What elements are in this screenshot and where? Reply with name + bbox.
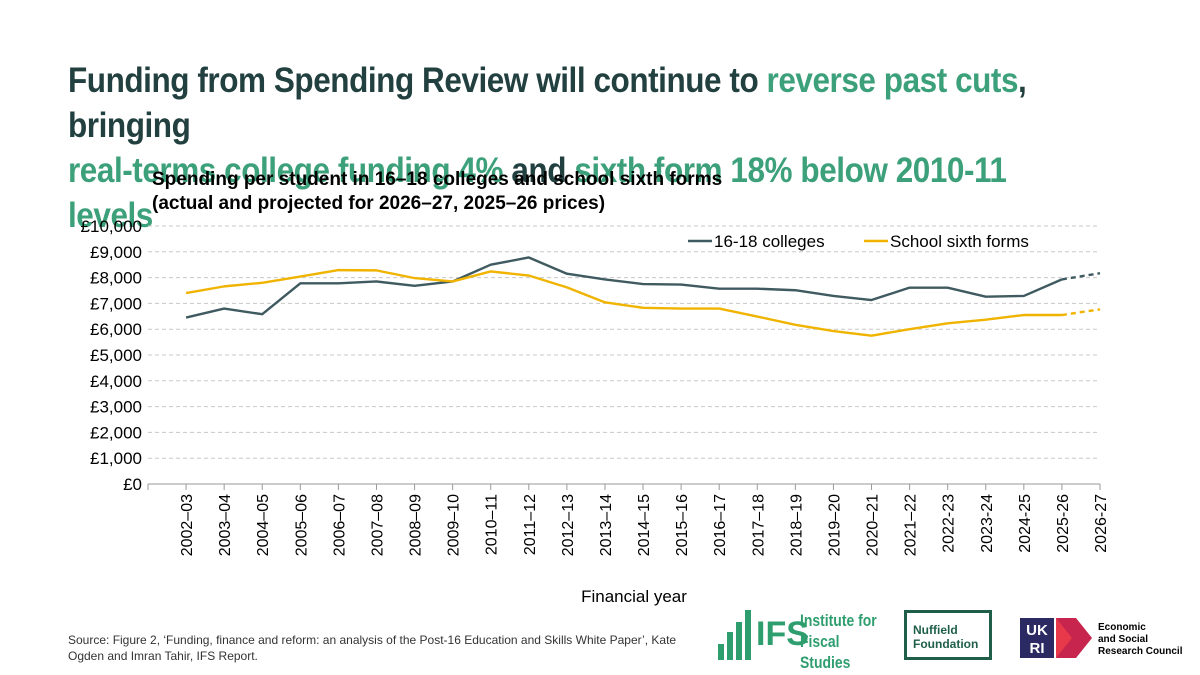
headline-part: and	[503, 151, 575, 190]
x-tick-label: 2025-26	[1055, 494, 1072, 553]
headline: Funding from Spending Review will contin…	[68, 58, 1058, 238]
x-tick-label: 2018–19	[788, 494, 805, 556]
x-tick-label: 2023-24	[979, 494, 996, 553]
x-tick-label: 2013–14	[598, 494, 615, 556]
x-tick-label: 2009–10	[446, 494, 463, 556]
y-tick-label: £4,000	[90, 372, 142, 391]
esrc-name-line: Economic	[1098, 622, 1146, 633]
chart-title: Spending per student in 16–18 colleges a…	[152, 169, 723, 190]
y-tick-label: £7,000	[90, 294, 142, 313]
x-tick-label: 2017–18	[750, 494, 767, 556]
x-tick-label: 2005–06	[293, 494, 310, 556]
nuffield-name-line: Nuffield	[913, 623, 958, 637]
y-tick-label: £1,000	[90, 449, 142, 468]
source-note: Source: Figure 2, ‘Funding, finance and …	[68, 633, 677, 663]
y-tick-label: £0	[123, 475, 142, 494]
headline-highlight: sixth form 18% below 2010-11 levels	[68, 151, 1007, 235]
x-tick-label: 2022-23	[941, 494, 958, 553]
x-tick-label: 2010–11	[484, 494, 501, 555]
x-tick-label: 2014–15	[636, 494, 653, 556]
ifs-abbr: IFS	[756, 615, 809, 653]
ifs-name: Institute for Fiscal Studies	[800, 610, 879, 673]
ifs-bars-icon	[718, 610, 751, 660]
ukri-logo: UK RI	[1020, 618, 1092, 658]
ifs-name-line: Institute for	[800, 611, 877, 630]
x-tick-label: 2026-27	[1093, 494, 1110, 553]
x-axis-title: Financial year	[581, 587, 687, 606]
x-tick-label: 2003–04	[217, 494, 234, 556]
x-tick-label: 2012–13	[560, 494, 577, 556]
x-tick-label: 2019–20	[826, 494, 843, 556]
x-tick-label: 2004–05	[255, 494, 272, 556]
legend-label: 16-18 colleges	[714, 232, 825, 251]
y-tick-label: £8,000	[90, 269, 142, 288]
x-tick-label: 2016–17	[712, 494, 729, 556]
ukri-text-2: RI	[1030, 640, 1045, 657]
series-line-colleges	[185, 256, 1063, 319]
y-tick-label: £2,000	[90, 423, 142, 442]
x-tick-label: 2006–07	[331, 494, 348, 556]
legend-label: School sixth forms	[890, 232, 1029, 251]
nuffield-name: Nuffield Foundation	[913, 623, 978, 651]
x-tick-label: 2024-25	[1017, 494, 1034, 553]
y-tick-label: £3,000	[90, 398, 142, 417]
x-tick-label: 2015–16	[674, 494, 691, 556]
esrc-name-line: and Social	[1098, 634, 1149, 645]
headline-highlight: real-terms college funding 4%	[68, 151, 504, 190]
ifs-name-line: Fiscal Studies	[800, 632, 851, 672]
chart-subtitle: (actual and projected for 2026–27, 2025–…	[152, 193, 606, 214]
y-tick-label: £10,000	[81, 217, 142, 236]
x-tick-label: 2007–08	[369, 494, 386, 556]
y-tick-label: £9,000	[90, 243, 142, 262]
ifs-logo: IFS Institute for Fiscal Studies	[716, 606, 896, 672]
ukri-text-1: UK	[1026, 622, 1048, 639]
x-tick-label: 2002–03	[179, 494, 196, 556]
headline-part: , bringing	[68, 61, 1027, 145]
nuffield-logo: Nuffield Foundation	[904, 610, 992, 660]
series-line-sixth-forms	[185, 268, 1062, 337]
y-tick-label: £6,000	[90, 320, 142, 339]
chart-title-block: Spending per student in 16–18 colleges a…	[152, 168, 722, 216]
x-tick-label: 2008–09	[408, 494, 425, 556]
series-projection-sixth-forms	[1061, 308, 1101, 317]
x-tick-label: 2021–22	[903, 494, 920, 556]
series-projection-colleges	[1061, 272, 1101, 281]
headline-highlight: reverse past cuts	[766, 61, 1019, 100]
x-tick-label: 2020–21	[865, 494, 882, 556]
headline-part: Funding from Spending Review will contin…	[68, 61, 767, 100]
x-tick-label: 2011–12	[522, 494, 539, 555]
y-tick-label: £5,000	[90, 346, 142, 365]
nuffield-name-line: Foundation	[913, 637, 979, 651]
esrc-name: Economic and Social Research Council	[1098, 622, 1198, 658]
esrc-name-line: Research Council	[1098, 646, 1183, 657]
